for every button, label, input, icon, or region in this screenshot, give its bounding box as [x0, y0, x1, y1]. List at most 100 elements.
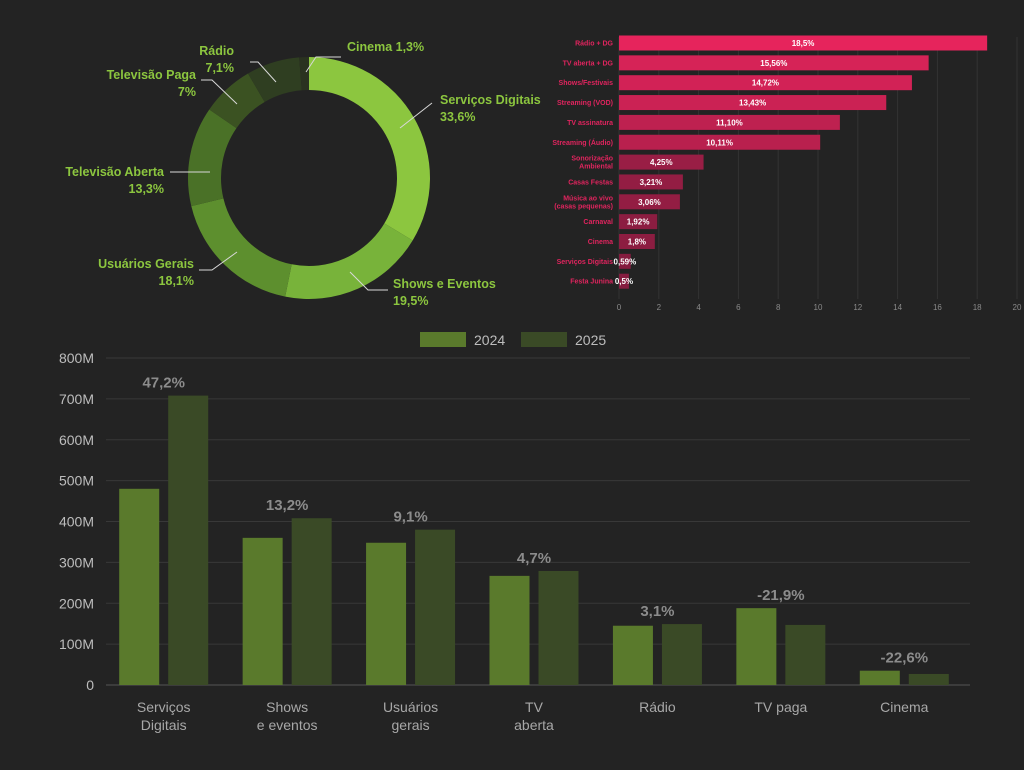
vbar-y-tick-label: 400M — [59, 514, 94, 530]
donut-leader-line — [349, 271, 388, 291]
donut-value-servicos-digitais: 33,6% — [440, 110, 475, 124]
hbar-value-label: 4,25% — [650, 158, 673, 167]
hbar-bar-festa-junina — [619, 273, 629, 289]
vertical-bar-chart-panel: 0 100M 200M 300M 400M 500M 600M 700M 800M 2024 202… — [0, 322, 1024, 770]
donut-label-cinema: Cinema 1,3% — [347, 40, 424, 54]
hbar-value-label: 1,8% — [628, 238, 646, 247]
donut-label-shows-e-eventos: Shows e Eventos — [393, 277, 496, 291]
horizontal-bar-chart-panel: 0 2 4 6 8 10 12 14 16 18 20 Rádio + DG 18,5% TV abert… — [545, 30, 1024, 322]
donut-chart: Serviços Digitais 33,6% Shows e Eventos 19,… — [65, 40, 541, 308]
hbar-bar-servicos-digitais — [619, 253, 631, 269]
vbar-y-tick-label: 100M — [59, 636, 94, 652]
donut-leader-line — [201, 79, 238, 105]
donut-value-shows-e-eventos: 19,5% — [393, 294, 428, 308]
vbar-change-label: 3,1% — [640, 603, 674, 620]
vbar-2025-servicos-digitais — [168, 395, 209, 685]
legend-label-2025: 2025 — [575, 332, 606, 348]
vbar-category-label: Shows — [266, 699, 308, 715]
vertical-bar-chart: 0 100M 200M 300M 400M 500M 600M 700M 800M 2024 202… — [59, 332, 970, 733]
hbar-bar-carnaval — [619, 214, 658, 230]
vbar-2025-cinema — [908, 673, 949, 685]
vbar-y-tick-label: 800M — [59, 350, 94, 366]
vbar-category-label: Serviços — [137, 699, 191, 715]
hbar-category-label: Streaming (Áudio) — [552, 138, 613, 147]
donut-value-televisao-aberta: 13,3% — [129, 182, 164, 196]
hbar-bar-shows-festivais — [619, 75, 912, 91]
hbar-category-label-line: Música ao vivo — [563, 195, 613, 202]
vbar-2024-shows-e-eventos — [242, 537, 283, 685]
hbar-x-tick-label: 20 — [1013, 303, 1022, 312]
donut-slice-televisao-paga — [209, 73, 265, 129]
vbar-y-tick-label: 200M — [59, 595, 94, 611]
donut-value-radio: 7,1% — [206, 61, 235, 75]
vbar-change-label: -22,6% — [881, 650, 929, 667]
hbar-x-tick-label: 12 — [853, 303, 862, 312]
vbar-2024-radio — [612, 625, 653, 685]
vbar-change-label: 13,2% — [266, 497, 309, 514]
donut-chart-panel: Serviços Digitais 33,6% Shows e Eventos 19,… — [0, 0, 545, 318]
hbar-bar-streaming-vod — [619, 95, 887, 111]
legend-swatch-2024 — [420, 332, 466, 347]
vbar-category-label: e eventos — [257, 717, 318, 733]
vbar-2025-shows-e-eventos — [291, 518, 332, 685]
hbar-value-label: 0,5% — [615, 277, 633, 286]
hbar-x-tick-label: 0 — [617, 303, 622, 312]
vbar-2025-tv-aberta — [538, 570, 579, 685]
vbar-category-label: gerais — [392, 717, 430, 733]
donut-label-televisao-paga: Televisão Paga — [107, 68, 197, 82]
hbar-value-label: 3,21% — [640, 178, 663, 187]
hbar-category-label: Música ao vivo (casas pequenas) — [554, 195, 613, 210]
donut-label-radio: Rádio — [199, 44, 234, 58]
vbar-y-tick-label: 600M — [59, 432, 94, 448]
hbar-category-label: TV aberta + DG — [563, 60, 614, 67]
hbar-x-tick-label: 4 — [696, 303, 701, 312]
donut-label-usuarios-gerais: Usuários Gerais — [98, 257, 194, 271]
vbar-change-label: 4,7% — [517, 550, 551, 567]
vbar-change-label: 9,1% — [393, 509, 427, 526]
hbar-value-label: 15,56% — [760, 59, 787, 68]
hbar-bar-radio-dg — [619, 35, 988, 51]
hbar-category-label: Sonorização Ambiental — [571, 156, 613, 171]
donut-value-usuarios-gerais: 18,1% — [159, 274, 194, 288]
vbar-category-label: Usuários — [383, 699, 438, 715]
donut-slice-usuarios-gerais — [191, 198, 292, 297]
donut-slice-shows-e-eventos — [285, 223, 413, 299]
hbar-x-tick-label: 8 — [776, 303, 781, 312]
hbar-category-label: Rádio + DG — [575, 41, 613, 48]
hbar-category-label: Cinema — [588, 239, 613, 246]
donut-label-servicos-digitais: Serviços Digitais — [440, 93, 541, 107]
hbar-bar-tv-aberta-dg — [619, 55, 929, 71]
vbar-y-tick-label: 700M — [59, 391, 94, 407]
vbar-2025-usuarios-gerais — [415, 529, 456, 685]
hbar-value-label: 18,5% — [792, 39, 815, 48]
hbar-value-label: 10,11% — [706, 138, 733, 147]
hbar-bar-cinema — [619, 234, 655, 249]
vbar-2024-servicos-digitais — [119, 488, 160, 685]
hbar-x-tick-label: 2 — [657, 303, 662, 312]
vbar-category-label: aberta — [514, 717, 554, 733]
vbar-2024-usuarios-gerais — [366, 542, 407, 685]
vbar-2025-tv-paga — [785, 624, 826, 685]
vbar-y-tick-label: 500M — [59, 473, 94, 489]
hbar-value-label: 11,10% — [716, 118, 743, 127]
vbar-2024-tv-paga — [736, 608, 777, 685]
hbar-bar-casas-festas — [619, 174, 683, 190]
hbar-x-tick-label: 14 — [893, 303, 902, 312]
hbar-category-label-line: Ambiental — [579, 164, 613, 171]
donut-label-televisao-aberta: Televisão Aberta — [65, 165, 165, 179]
hbar-x-tick-label: 10 — [814, 303, 823, 312]
hbar-value-label: 1,92% — [627, 218, 650, 227]
hbar-bar-streaming-audio — [619, 134, 821, 150]
hbar-category-label: TV assinatura — [567, 120, 613, 127]
vbar-category-label: Digitais — [141, 717, 187, 733]
hbar-value-label: 0,59% — [614, 257, 637, 266]
hbar-value-label: 3,06% — [638, 198, 661, 207]
vbar-category-label: TV paga — [754, 699, 807, 715]
hbar-x-tick-label: 16 — [933, 303, 942, 312]
hbar-bar-sonorizacao-ambiental — [619, 154, 704, 170]
vbar-2025-radio — [661, 624, 702, 685]
hbar-category-label: Shows/Festivais — [559, 80, 614, 87]
vbar-2024-cinema — [859, 670, 900, 685]
vbar-change-label: 47,2% — [142, 375, 185, 392]
hbar-x-tick-label: 18 — [973, 303, 982, 312]
